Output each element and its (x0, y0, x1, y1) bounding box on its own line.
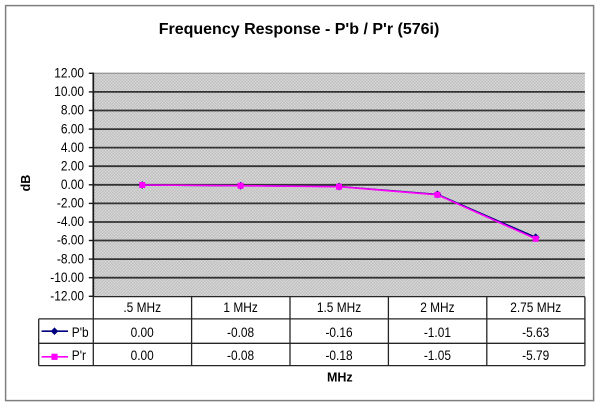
svg-text:4.00: 4.00 (61, 139, 84, 155)
svg-text:-6.00: -6.00 (57, 232, 84, 248)
svg-text:-0.08: -0.08 (227, 347, 254, 363)
svg-text:-0.18: -0.18 (325, 347, 352, 363)
svg-text:2.00: 2.00 (61, 157, 84, 173)
svg-text:6.00: 6.00 (61, 120, 84, 136)
svg-text:2 MHz: 2 MHz (420, 299, 454, 315)
svg-text:12.00: 12.00 (54, 65, 84, 81)
svg-text:dB: dB (19, 175, 33, 192)
svg-text:Frequency Response - P'b / P'r: Frequency Response - P'b / P'r (576i) (159, 21, 440, 38)
svg-text:1.5 MHz: 1.5 MHz (317, 299, 361, 315)
svg-text:-1.01: -1.01 (424, 324, 451, 340)
svg-text:-12.00: -12.00 (50, 288, 84, 304)
svg-text:-8.00: -8.00 (57, 250, 84, 266)
svg-text:10.00: 10.00 (54, 83, 84, 99)
svg-text:.5 MHz: .5 MHz (123, 299, 161, 315)
svg-text:P'r: P'r (72, 347, 87, 363)
svg-text:0.00: 0.00 (131, 324, 154, 340)
svg-text:1 MHz: 1 MHz (223, 299, 257, 315)
svg-text:2.75 MHz: 2.75 MHz (510, 299, 561, 315)
svg-text:-5.63: -5.63 (522, 324, 549, 340)
svg-text:-5.79: -5.79 (522, 347, 549, 363)
svg-text:-4.00: -4.00 (57, 213, 84, 229)
svg-text:-1.05: -1.05 (424, 347, 451, 363)
svg-text:-0.08: -0.08 (227, 324, 254, 340)
svg-text:P'b: P'b (72, 324, 89, 340)
svg-text:0.00: 0.00 (61, 176, 84, 192)
svg-text:8.00: 8.00 (61, 102, 84, 118)
svg-text:0.00: 0.00 (131, 347, 154, 363)
svg-text:-2.00: -2.00 (57, 195, 84, 211)
svg-text:-0.16: -0.16 (325, 324, 352, 340)
svg-text:MHz: MHz (327, 370, 353, 384)
svg-text:-10.00: -10.00 (50, 269, 84, 285)
